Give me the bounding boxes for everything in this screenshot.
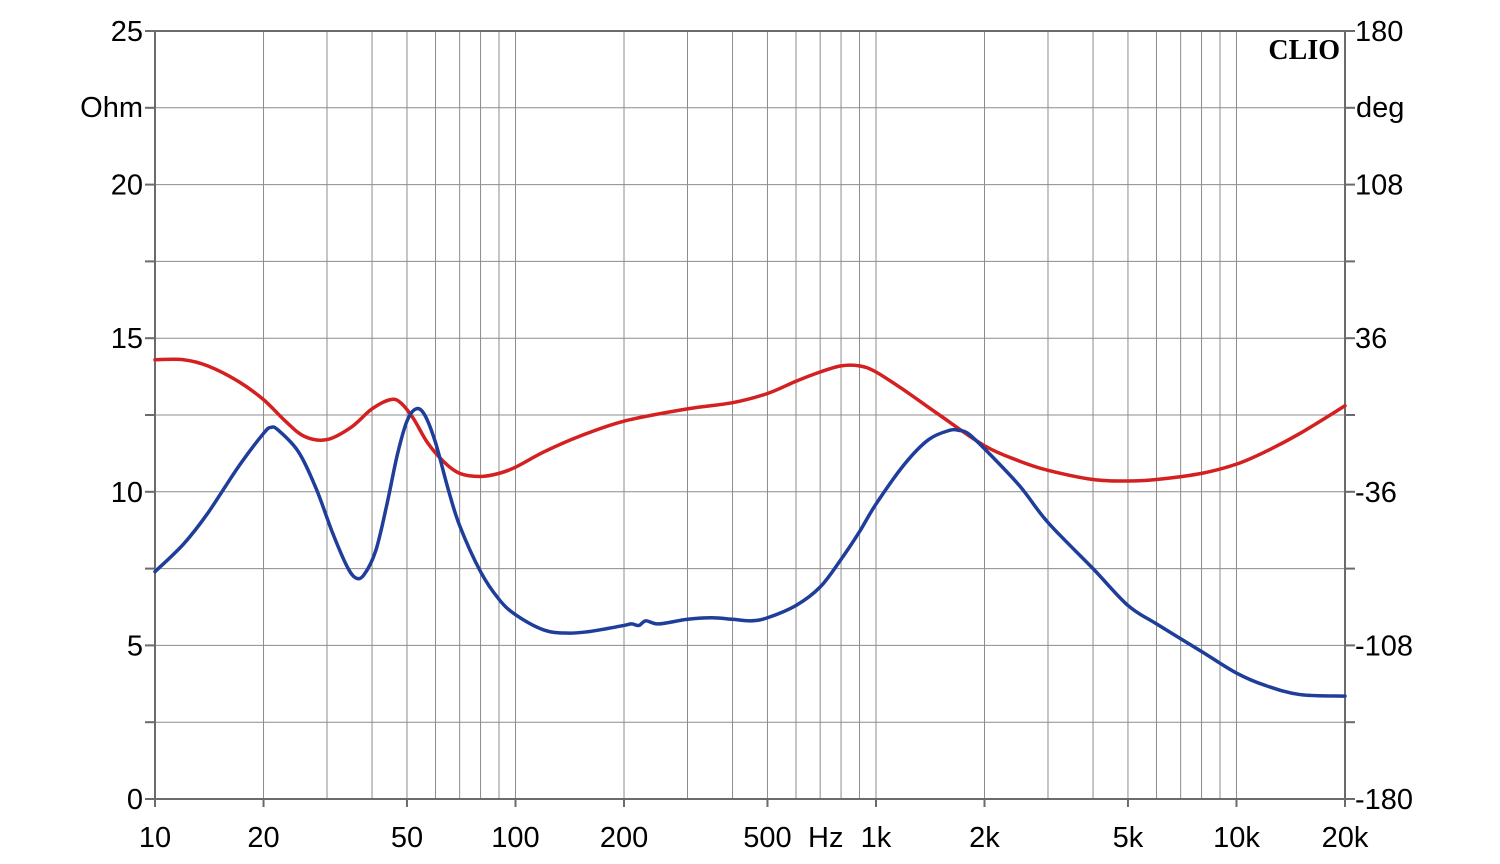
right-axis-unit: deg bbox=[1356, 92, 1404, 124]
left-tick-label: 15 bbox=[111, 323, 143, 355]
x-tick-label: 20 bbox=[247, 822, 279, 854]
x-axis-ticks: 10 20 50 100 200 500 1k 2k 5k 10k 20k bbox=[139, 799, 1369, 854]
left-axis-ticks: 0 5 10 15 20 25 bbox=[111, 16, 155, 816]
right-axis-ticks: -180 -108 -36 36 108 180 bbox=[1345, 16, 1413, 816]
right-tick-label: -180 bbox=[1355, 784, 1413, 816]
x-axis-unit: Hz bbox=[808, 822, 843, 854]
left-tick-label: 25 bbox=[111, 16, 143, 48]
right-tick-label: 108 bbox=[1355, 170, 1403, 202]
x-tick-label: 1k bbox=[861, 822, 892, 854]
left-tick-label: 5 bbox=[127, 630, 143, 662]
x-tick-label: 20k bbox=[1322, 822, 1369, 854]
x-tick-label: 10 bbox=[139, 822, 171, 854]
left-axis-unit: Ohm bbox=[80, 92, 143, 124]
left-tick-label: 10 bbox=[111, 477, 143, 509]
right-tick-label: 36 bbox=[1355, 323, 1387, 355]
x-tick-label: 2k bbox=[969, 822, 1000, 854]
clio-brand-label: CLIO bbox=[1268, 35, 1340, 66]
right-tick-label: -108 bbox=[1355, 630, 1413, 662]
x-tick-label: 200 bbox=[600, 822, 648, 854]
x-tick-label: 500 bbox=[743, 822, 791, 854]
right-tick-label: 180 bbox=[1355, 16, 1403, 48]
series-line-0 bbox=[153, 357, 1347, 483]
x-tick-label: 100 bbox=[491, 822, 539, 854]
series-line-1 bbox=[153, 406, 1347, 698]
left-tick-label: 20 bbox=[111, 170, 143, 202]
x-tick-label: 50 bbox=[391, 822, 423, 854]
series-layer bbox=[153, 357, 1347, 698]
x-tick-label: 10k bbox=[1213, 822, 1260, 854]
x-tick-label: 5k bbox=[1113, 822, 1144, 854]
left-tick-label: 0 bbox=[127, 784, 143, 816]
right-tick-label: -36 bbox=[1355, 477, 1397, 509]
